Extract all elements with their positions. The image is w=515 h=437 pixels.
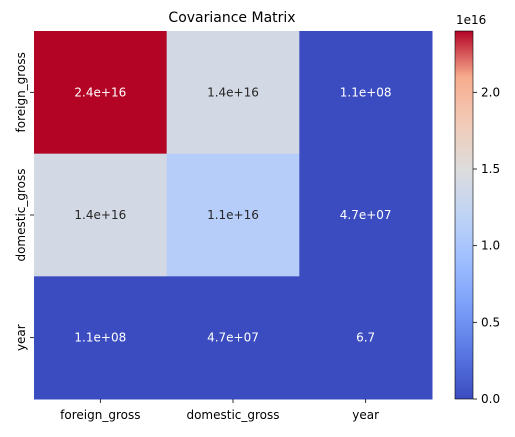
colorbar-tick-label: 1.5 [481, 162, 500, 176]
cell-annotation: 4.7e+07 [340, 208, 392, 222]
x-tick-label: domestic_gross [186, 408, 279, 422]
chart-title: Covariance Matrix [168, 10, 295, 26]
x-tick-label: foreign_gross [60, 408, 140, 422]
colorbar-tick-label: 0.5 [481, 315, 500, 329]
colorbar-tick-label: 2.0 [481, 85, 500, 99]
heatmap-cell [166, 276, 300, 400]
cell-annotations: 2.4e+16 1.4e+16 1.1e+08 1.4e+16 1.1e+16 4.7e+… [74, 85, 391, 344]
heatmap-cell [166, 153, 300, 277]
cell-annotation: 2.4e+16 [74, 85, 126, 99]
heatmap-cell [34, 31, 168, 155]
cell-annotation: 1.1e+08 [74, 331, 126, 345]
y-tick-label: foreign_gross [14, 52, 28, 132]
x-axis: foreign_gross domestic_gross year [60, 399, 379, 422]
heatmap-cell [299, 276, 433, 400]
cell-annotation: 6.7 [356, 331, 375, 345]
y-tick-label: year [14, 324, 28, 351]
heatmap-cells [34, 31, 433, 400]
cell-annotation: 1.1e+08 [340, 85, 392, 99]
colorbar-frame [454, 30, 474, 400]
cell-annotation: 4.7e+07 [207, 331, 259, 345]
heatmap-cell [299, 31, 433, 155]
heatmap-cell [34, 276, 168, 400]
cell-annotation: 1.4e+16 [207, 85, 259, 99]
heatmap-cell [166, 31, 300, 155]
heatmap-cell [34, 153, 168, 277]
colorbar-tick-label: 0.0 [481, 392, 500, 406]
colorbar-tick-label: 1.0 [481, 239, 500, 253]
colorbar-gradient [455, 31, 473, 399]
colorbar: 1e16 0.0 0.5 1.0 1.5 2.0 [454, 13, 500, 406]
heatmap-cell [299, 153, 433, 277]
x-tick-label: year [352, 408, 379, 422]
cell-annotation: 1.4e+16 [74, 208, 126, 222]
cell-annotation: 1.1e+16 [207, 208, 259, 222]
y-tick-label: domestic_gross [14, 168, 28, 261]
colorbar-offset-label: 1e16 [456, 13, 486, 27]
